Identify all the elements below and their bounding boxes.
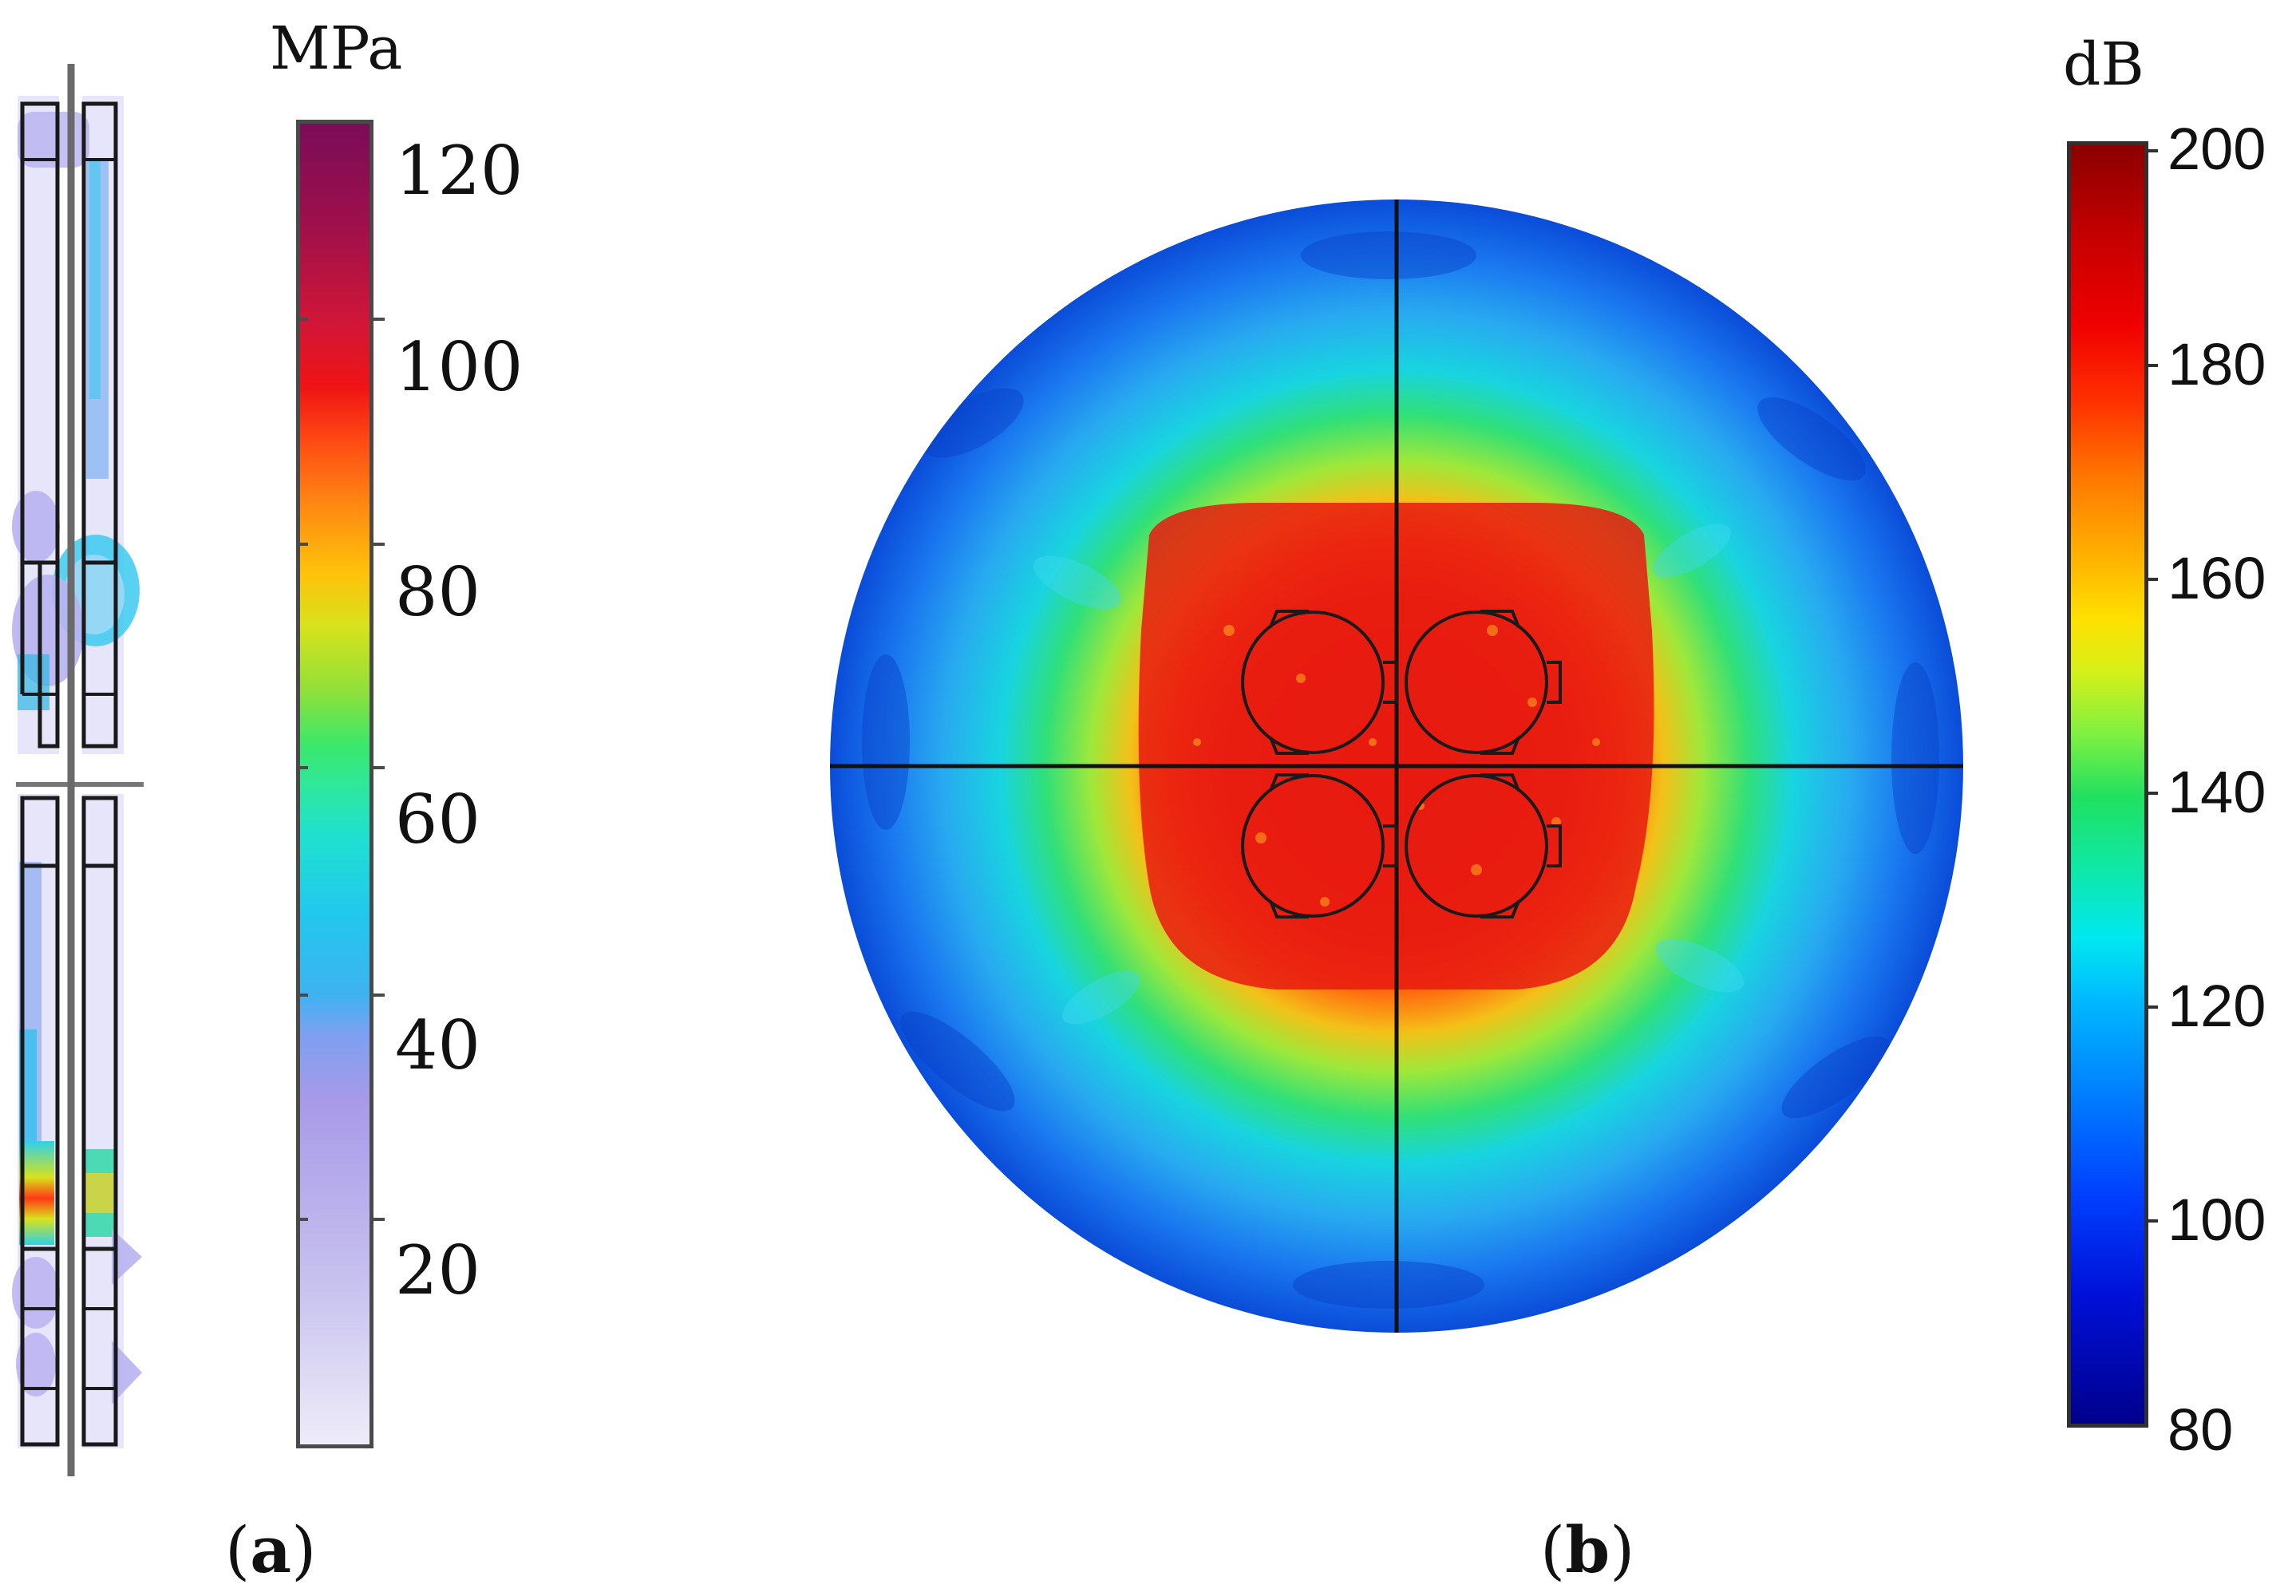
caption-b-letter: b: [1565, 1512, 1610, 1587]
colorbar-a-tick-label: 120: [395, 132, 524, 210]
lower-component: [12, 794, 142, 1448]
caption-b: (b): [1540, 1512, 1634, 1587]
colorbar-b-tick-mark: [2148, 578, 2158, 581]
element-outline: [1405, 610, 1562, 755]
colorbar-a-inner-tick: [300, 318, 308, 321]
caption-b-open: (: [1540, 1513, 1566, 1587]
colorbar-a-tick-mark: [373, 994, 385, 997]
field-texture: [862, 231, 1939, 1309]
colorbar-a-tick-label: 60: [395, 780, 480, 859]
colorbar-a-inner-tick: [300, 1218, 308, 1221]
colorbar-a-tick-label: 100: [395, 328, 524, 406]
colorbar-a-tick-mark: [373, 766, 385, 769]
colorbar-a-tick-mark: [373, 1218, 385, 1221]
colorbar-a-unit: MPa: [270, 14, 403, 83]
colorbar-a-inner-tick: [300, 994, 308, 997]
caption-a: (a): [225, 1512, 316, 1587]
colorbar-b-unit: dB: [2063, 30, 2144, 99]
element-outline: [1241, 610, 1398, 755]
colorbar-a-inner-tick: [300, 543, 308, 546]
colorbar-b-tick-label: 140: [2168, 759, 2266, 825]
colorbar-b-tick-mark: [2148, 149, 2158, 152]
colorbar-b-tick-mark: [2148, 1219, 2158, 1223]
sound-pressure-map: [830, 200, 1963, 1333]
colorbar-a-inner-tick: [300, 766, 308, 769]
colorbar-a-tick-label: 80: [395, 553, 480, 631]
colorbar-a-tick-mark: [373, 543, 385, 546]
upper-component: [12, 96, 140, 754]
caption-a-close: ): [291, 1513, 317, 1587]
colorbar-b-tick-label: 120: [2168, 973, 2266, 1039]
colorbar-b: [2067, 141, 2148, 1428]
element-outlines: [1241, 610, 1562, 918]
stress-contour-figure: [12, 64, 144, 1476]
element-outline: [1405, 773, 1562, 918]
element-outline: [1241, 773, 1398, 918]
caption-a-letter: a: [250, 1512, 292, 1587]
colorbar-b-tick-label: 200: [2168, 116, 2266, 182]
colorbar-b-tick-label: 100: [2168, 1187, 2266, 1253]
colorbar-b-tick-label: 160: [2168, 545, 2266, 611]
colorbar-a: [296, 120, 373, 1448]
colorbar-a-tick-label: 40: [395, 1006, 480, 1084]
colorbar-a-tick-label: 20: [395, 1231, 480, 1310]
colorbar-a-tick-mark: [373, 318, 385, 321]
colorbar-b-tick-label: 180: [2168, 331, 2266, 397]
colorbar-b-tick-mark: [2148, 364, 2158, 367]
colorbar-b-tick-mark: [2148, 1005, 2158, 1009]
caption-b-close: ): [1610, 1513, 1635, 1587]
caption-a-open: (: [225, 1513, 251, 1587]
colorbar-b-tick-mark: [2148, 792, 2158, 795]
colorbar-b-tick-label: 80: [2168, 1396, 2234, 1463]
